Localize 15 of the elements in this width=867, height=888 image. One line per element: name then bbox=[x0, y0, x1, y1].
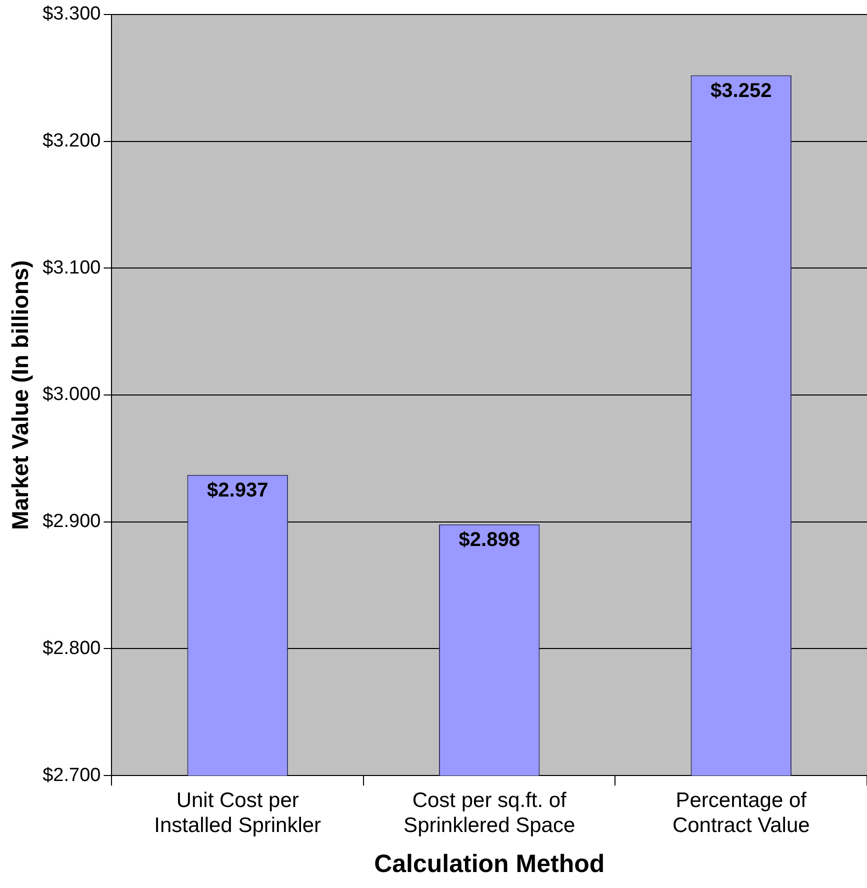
y-tick-label: $3.100 bbox=[42, 257, 101, 278]
x-axis-title: Calculation Method bbox=[374, 850, 605, 878]
y-tick-label: $3.200 bbox=[42, 130, 101, 152]
x-tick-label: Percentage of Contract Value bbox=[672, 788, 810, 838]
y-tick-label: $3.000 bbox=[42, 384, 101, 406]
y-tick-label: $2.900 bbox=[42, 511, 101, 532]
y-tick-label: $2.700 bbox=[42, 764, 101, 786]
x-tick-label: Cost per sq.ft. of Sprinklered Space bbox=[404, 788, 576, 838]
y-axis-title: Market Value (In billions) bbox=[7, 260, 34, 530]
y-tick-label: $2.800 bbox=[42, 638, 101, 659]
y-tick-label: $3.300 bbox=[42, 4, 101, 25]
data-label: $2.898 bbox=[458, 528, 520, 551]
x-tick-label: Unit Cost per Installed Sprinkler bbox=[154, 788, 322, 838]
data-label: $3.252 bbox=[710, 80, 772, 102]
data-label: $2.937 bbox=[207, 479, 268, 502]
